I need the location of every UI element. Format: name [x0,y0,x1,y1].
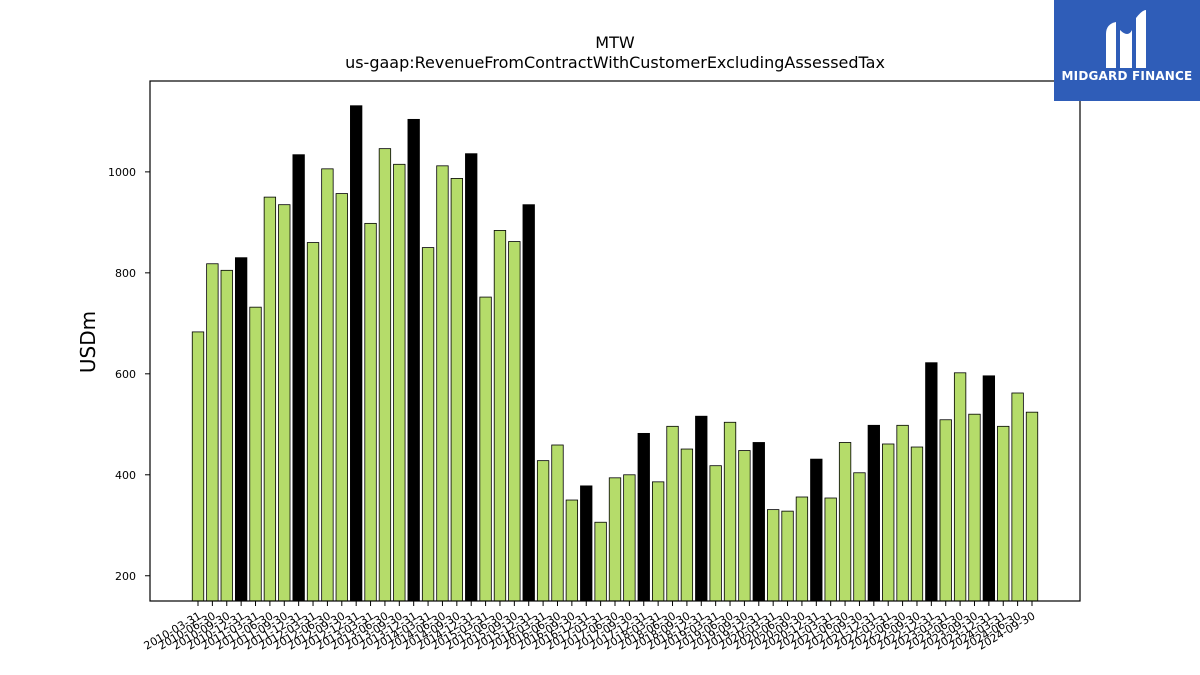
bar-2013-06-30 [378,148,392,602]
bar-2022-06-30 [896,424,909,602]
bar-2016-09-30 [565,499,579,602]
bar-2018-06-30 [666,425,679,602]
bar-2024-09-30 [1025,411,1039,602]
bar-2021-06-30 [838,442,852,602]
bar-2010-09-30 [220,269,233,602]
bar-2014-06-30 [436,165,449,602]
bar-2012-09-30 [335,193,348,602]
bar-2014-09-30 [450,178,463,602]
y-tick-label: 800 [115,267,136,280]
bar-2022-12-31 [925,362,938,602]
bar-2014-03-31 [421,247,435,602]
y-tick-label: 600 [115,368,136,381]
bar-2019-06-30 [723,421,737,602]
bar-2014-12-31 [465,153,478,602]
x-ticks-group: 2010-03-312010-06-302010-09-302010-12-31… [142,601,1038,653]
bar-2017-12-31 [637,432,650,602]
y-tick-label: 400 [115,469,136,482]
bar-2010-06-30 [206,263,219,602]
bar-2020-06-30 [781,510,794,602]
chart-subtitle: us-gaap:RevenueFromContractWithCustomerE… [345,53,885,72]
bar-2011-09-30 [278,204,291,602]
bar-2017-09-30 [623,474,636,602]
bar-2015-12-31 [522,204,535,602]
bar-2016-03-31 [536,460,550,602]
y-axis-label: USDm [76,311,100,373]
bar-2013-03-31 [364,222,377,602]
bar-2019-12-31 [752,442,765,602]
bar-2010-12-31 [234,257,248,602]
bar-2023-06-30 [953,372,967,602]
bar-2013-12-31 [407,118,420,602]
bar-2023-09-30 [968,413,981,602]
bar-2018-09-30 [680,448,694,602]
bar-2016-06-30 [551,444,564,602]
bar-2019-03-31 [709,465,722,602]
bar-2018-03-31 [651,481,665,602]
bar-2020-12-31 [810,458,823,602]
y-tick-label: 200 [115,570,136,583]
bar-2012-03-31 [306,242,320,602]
brand-logo: MIDGARD FINANCE [1054,0,1200,101]
bar-2015-09-30 [508,241,521,602]
bar-2019-09-30 [738,450,751,602]
brand-name: MIDGARD FINANCE [1061,69,1193,83]
bar-2020-09-30 [795,496,809,602]
bar-2011-06-30 [263,196,277,602]
bar-2018-12-31 [695,415,708,602]
bar-2020-03-31 [767,509,780,602]
bar-2013-09-30 [393,163,406,602]
bar-2023-12-31 [982,375,996,602]
plot-frame [149,80,1081,602]
bar-2021-03-31 [824,497,837,602]
y-tick-label: 1000 [108,166,136,179]
bar-2022-09-30 [910,446,924,602]
bar-2011-03-31 [249,306,262,602]
bar-2024-06-30 [1011,392,1024,602]
bar-2022-03-31 [882,443,895,602]
bars-group [191,105,1039,602]
y-ticks-group: 200 400 600 800 1000 [108,166,150,583]
bar-2023-03-31 [939,419,952,602]
bar-2010-03-31 [191,331,205,602]
chart-title: MTW [595,33,635,52]
bar-2021-09-30 [853,472,866,602]
bar-2012-12-31 [350,105,363,602]
brand-mark-icon [1106,10,1146,68]
bar-2015-03-31 [479,296,492,602]
bar-2016-12-31 [580,485,593,602]
bar-2024-03-31 [997,425,1010,602]
bar-2017-03-31 [594,521,607,602]
bar-2021-12-31 [867,424,880,602]
bar-2015-06-30 [493,230,507,602]
bar-2017-06-30 [608,477,622,602]
bar-2011-12-31 [292,154,305,602]
bar-2012-06-30 [321,168,334,602]
